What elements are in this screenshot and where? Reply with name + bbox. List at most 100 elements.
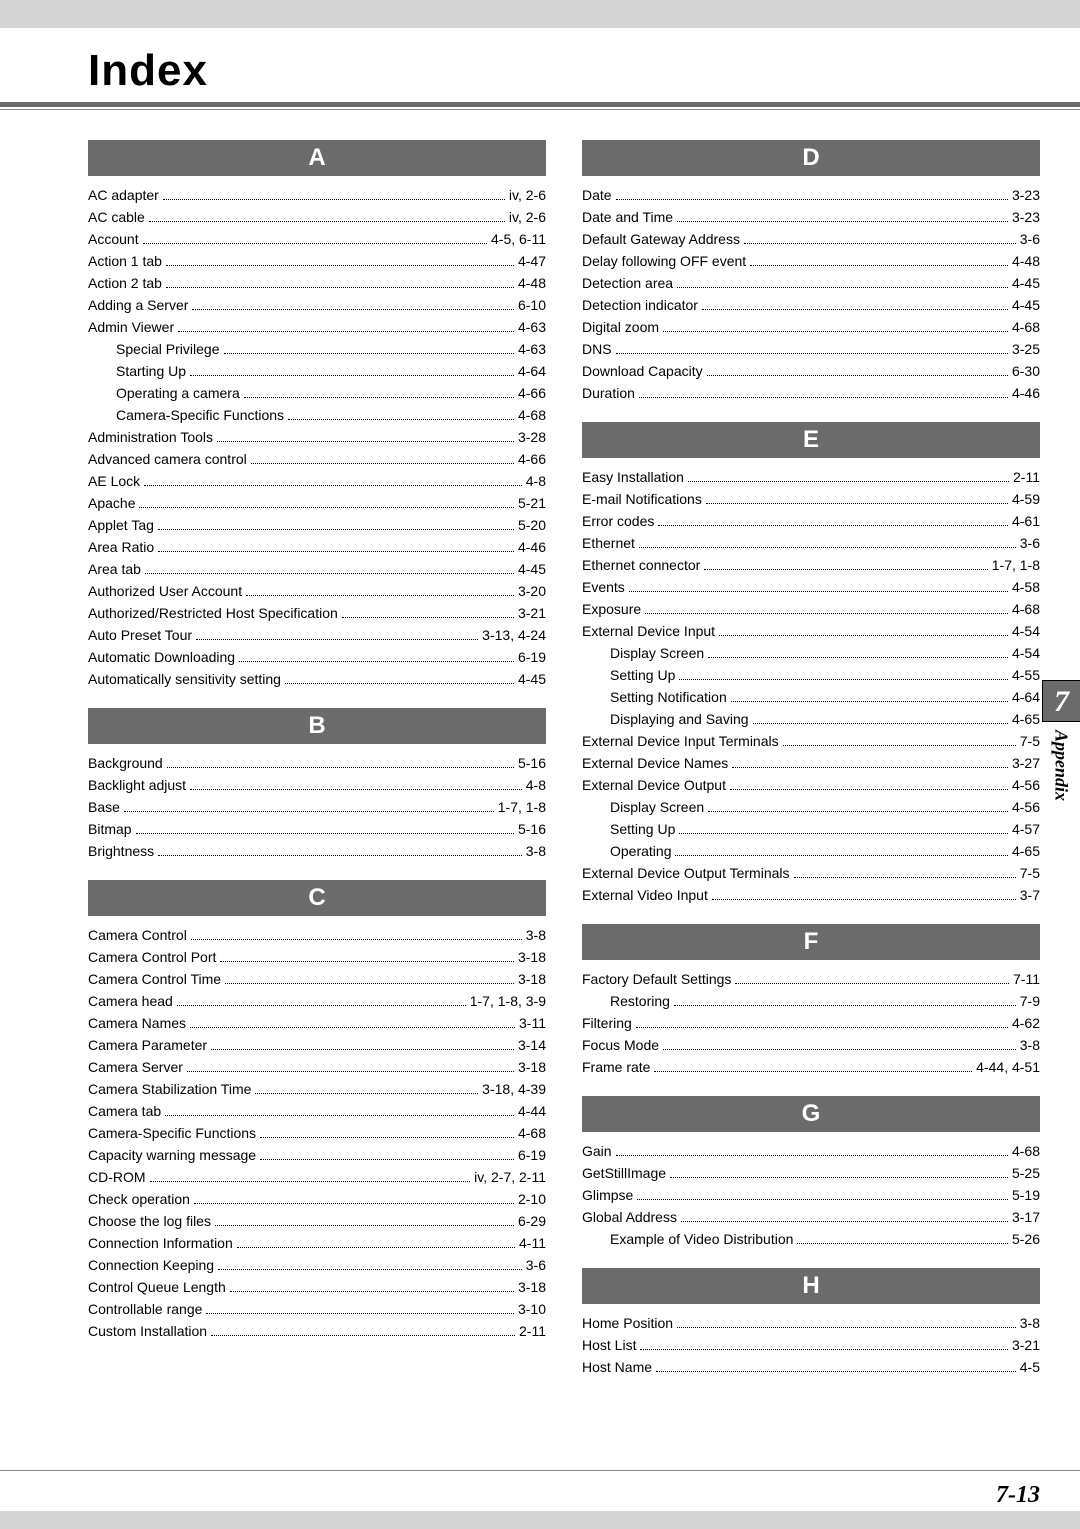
- side-tab-number: 7: [1042, 680, 1080, 722]
- index-entry: Displaying and Saving 4-65: [582, 708, 1040, 730]
- entry-page: 5-26: [1012, 1228, 1040, 1250]
- entry-label: Control Queue Length: [88, 1276, 226, 1298]
- dot-leader: [190, 789, 522, 790]
- dot-leader: [239, 661, 514, 662]
- dot-leader: [215, 1225, 514, 1226]
- entries: Camera Control 3-8Camera Control Port 3-…: [88, 924, 546, 1342]
- index-entry: Exposure 4-68: [582, 598, 1040, 620]
- footer-bar: [0, 1511, 1080, 1529]
- dot-leader: [260, 1137, 514, 1138]
- entry-label: Special Privilege: [116, 338, 220, 360]
- index-entry: Controllable range 3-10: [88, 1298, 546, 1320]
- index-entry: Host List 3-21: [582, 1334, 1040, 1356]
- entry-label: Setting Notification: [610, 686, 727, 708]
- entry-page: 4-44: [518, 1100, 546, 1122]
- index-entry: Account 4-5, 6-11: [88, 228, 546, 250]
- entry-page: 7-5: [1020, 862, 1040, 884]
- index-entry: Operating a camera 4-66: [88, 382, 546, 404]
- dot-leader: [679, 679, 1008, 680]
- entry-page: 4-45: [1012, 294, 1040, 316]
- entry-page: 3-18: [518, 1056, 546, 1078]
- entry-page: 4-5, 6-11: [491, 228, 546, 250]
- section-letter: H: [582, 1268, 1040, 1304]
- dot-leader: [732, 767, 1008, 768]
- entry-page: 3-17: [1012, 1206, 1040, 1228]
- entry-label: Delay following OFF event: [582, 250, 746, 272]
- index-entry: Filtering 4-62: [582, 1012, 1040, 1034]
- entry-page: 4-44, 4-51: [976, 1056, 1040, 1078]
- entry-page: 3-23: [1012, 184, 1040, 206]
- index-entry: Automatic Downloading 6-19: [88, 646, 546, 668]
- index-entry: Ethernet connector 1-7, 1-8: [582, 554, 1040, 576]
- dot-leader: [674, 1005, 1016, 1006]
- entry-label: CD-ROM: [88, 1166, 146, 1188]
- section-letter: D: [582, 140, 1040, 176]
- entry-page: 4-56: [1012, 774, 1040, 796]
- entry-label: Camera Control Port: [88, 946, 216, 968]
- dot-leader: [211, 1049, 514, 1050]
- dot-leader: [616, 1155, 1008, 1156]
- dot-leader: [196, 639, 478, 640]
- dot-leader: [675, 855, 1007, 856]
- entry-page: 4-63: [518, 338, 546, 360]
- entry-page: 3-7: [1020, 884, 1040, 906]
- entry-page: 1-7, 1-8: [992, 554, 1040, 576]
- index-entry: Administration Tools 3-28: [88, 426, 546, 448]
- section-letter: E: [582, 422, 1040, 458]
- dot-leader: [246, 595, 514, 596]
- index-entry: Camera Stabilization Time 3-18, 4-39: [88, 1078, 546, 1100]
- index-entry: Action 1 tab 4-47: [88, 250, 546, 272]
- entry-label: AE Lock: [88, 470, 140, 492]
- dot-leader: [681, 1221, 1008, 1222]
- entry-page: 4-64: [518, 360, 546, 382]
- entry-label: Automatic Downloading: [88, 646, 235, 668]
- left-column: AAC adapter iv, 2-6AC cable iv, 2-6Accou…: [88, 140, 546, 1396]
- dot-leader: [136, 833, 514, 834]
- entry-label: Authorized User Account: [88, 580, 242, 602]
- dot-leader: [158, 529, 514, 530]
- index-entry: Auto Preset Tour 3-13, 4-24: [88, 624, 546, 646]
- entry-label: Detection indicator: [582, 294, 698, 316]
- dot-leader: [702, 309, 1008, 310]
- title-row: Index: [0, 28, 1080, 102]
- index-entry: Camera Parameter 3-14: [88, 1034, 546, 1056]
- dot-leader: [783, 745, 1016, 746]
- index-entry: DNS 3-25: [582, 338, 1040, 360]
- index-entry: Automatically sensitivity setting 4-45: [88, 668, 546, 690]
- entry-label: Events: [582, 576, 625, 598]
- entry-page: 3-25: [1012, 338, 1040, 360]
- entry-page: 3-8: [1020, 1034, 1040, 1056]
- dot-leader: [190, 1027, 515, 1028]
- dot-leader: [166, 287, 514, 288]
- entry-page: 3-8: [526, 924, 546, 946]
- dot-leader: [145, 573, 514, 574]
- dot-leader: [712, 899, 1016, 900]
- dot-leader: [194, 1203, 514, 1204]
- index-entry: Detection area 4-45: [582, 272, 1040, 294]
- dot-leader: [639, 547, 1016, 548]
- index-entry: Ethernet 3-6: [582, 532, 1040, 554]
- index-entry: Operating 4-65: [582, 840, 1040, 862]
- entry-label: E-mail Notifications: [582, 488, 702, 510]
- entries: Factory Default Settings 7-11Restoring 7…: [582, 968, 1040, 1078]
- entry-label: External Device Input Terminals: [582, 730, 779, 752]
- dot-leader: [663, 331, 1008, 332]
- section-letter: C: [88, 880, 546, 916]
- entry-page: 4-46: [518, 536, 546, 558]
- dot-leader: [225, 983, 514, 984]
- section-letter: A: [88, 140, 546, 176]
- dot-leader: [237, 1247, 515, 1248]
- entry-label: Default Gateway Address: [582, 228, 740, 250]
- page-number: 7-13: [996, 1482, 1040, 1509]
- entry-label: Setting Up: [610, 818, 675, 840]
- footer-rule: [0, 1470, 1080, 1471]
- entry-page: 4-65: [1012, 840, 1040, 862]
- entry-page: 4-54: [1012, 642, 1040, 664]
- entry-page: 4-45: [518, 668, 546, 690]
- index-entry: Setting Notification 4-64: [582, 686, 1040, 708]
- index-entry: Check operation 2-10: [88, 1188, 546, 1210]
- index-entry: Setting Up 4-57: [582, 818, 1040, 840]
- entry-page: 4-59: [1012, 488, 1040, 510]
- entry-label: Camera Stabilization Time: [88, 1078, 251, 1100]
- entry-page: 4-47: [518, 250, 546, 272]
